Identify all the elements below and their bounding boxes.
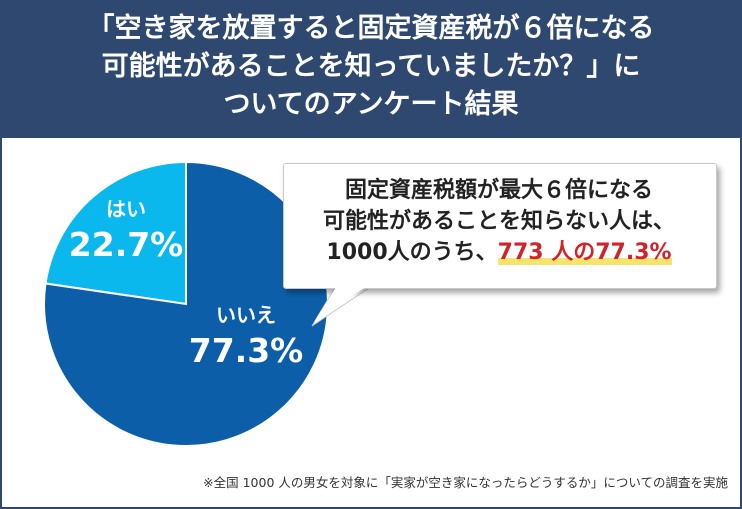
- slice-label-0: はい: [106, 197, 146, 221]
- title-line-1: 「空き家を放置すると固定資産税が６倍になる: [87, 13, 655, 44]
- pie-chart: はい 22.7% いいえ 77.3%: [43, 160, 329, 447]
- pie-slice-hai: [44, 160, 187, 306]
- callout-line-2: 可能性があることを知らない人は、: [322, 209, 675, 234]
- slice-value-label-0: 22.7%: [69, 225, 184, 264]
- footnote: ※全国 1000 人の男女を対象に「実家が空き家になったらどうするか」についての…: [203, 475, 728, 490]
- callout-line-3-prefix: 1000人のうち、: [326, 240, 498, 265]
- slice-label-1: いいえ: [216, 303, 276, 327]
- slice-value-label-1: 77.3%: [189, 331, 304, 370]
- pie-slice-iie: [43, 160, 329, 447]
- callout-text: 固定資産税額が最大６倍になる 可能性があることを知らない人は、 1000人のうち…: [283, 175, 715, 268]
- title-banner: 「空き家を放置すると固定資産税が６倍になる 可能性があることを知っていましたか？…: [0, 0, 742, 138]
- callout-line-3: 1000人のうち、773 人の77.3%: [283, 237, 715, 268]
- title-line-3: ついてのアンケート結果: [223, 89, 519, 120]
- title-line-2: 可能性があることを知っていましたか？」に: [101, 51, 641, 82]
- callout-highlight: 773 人の77.3%: [497, 240, 672, 265]
- callout-line-1: 固定資産税額が最大６倍になる: [344, 178, 653, 203]
- callout-box: [283, 163, 717, 289]
